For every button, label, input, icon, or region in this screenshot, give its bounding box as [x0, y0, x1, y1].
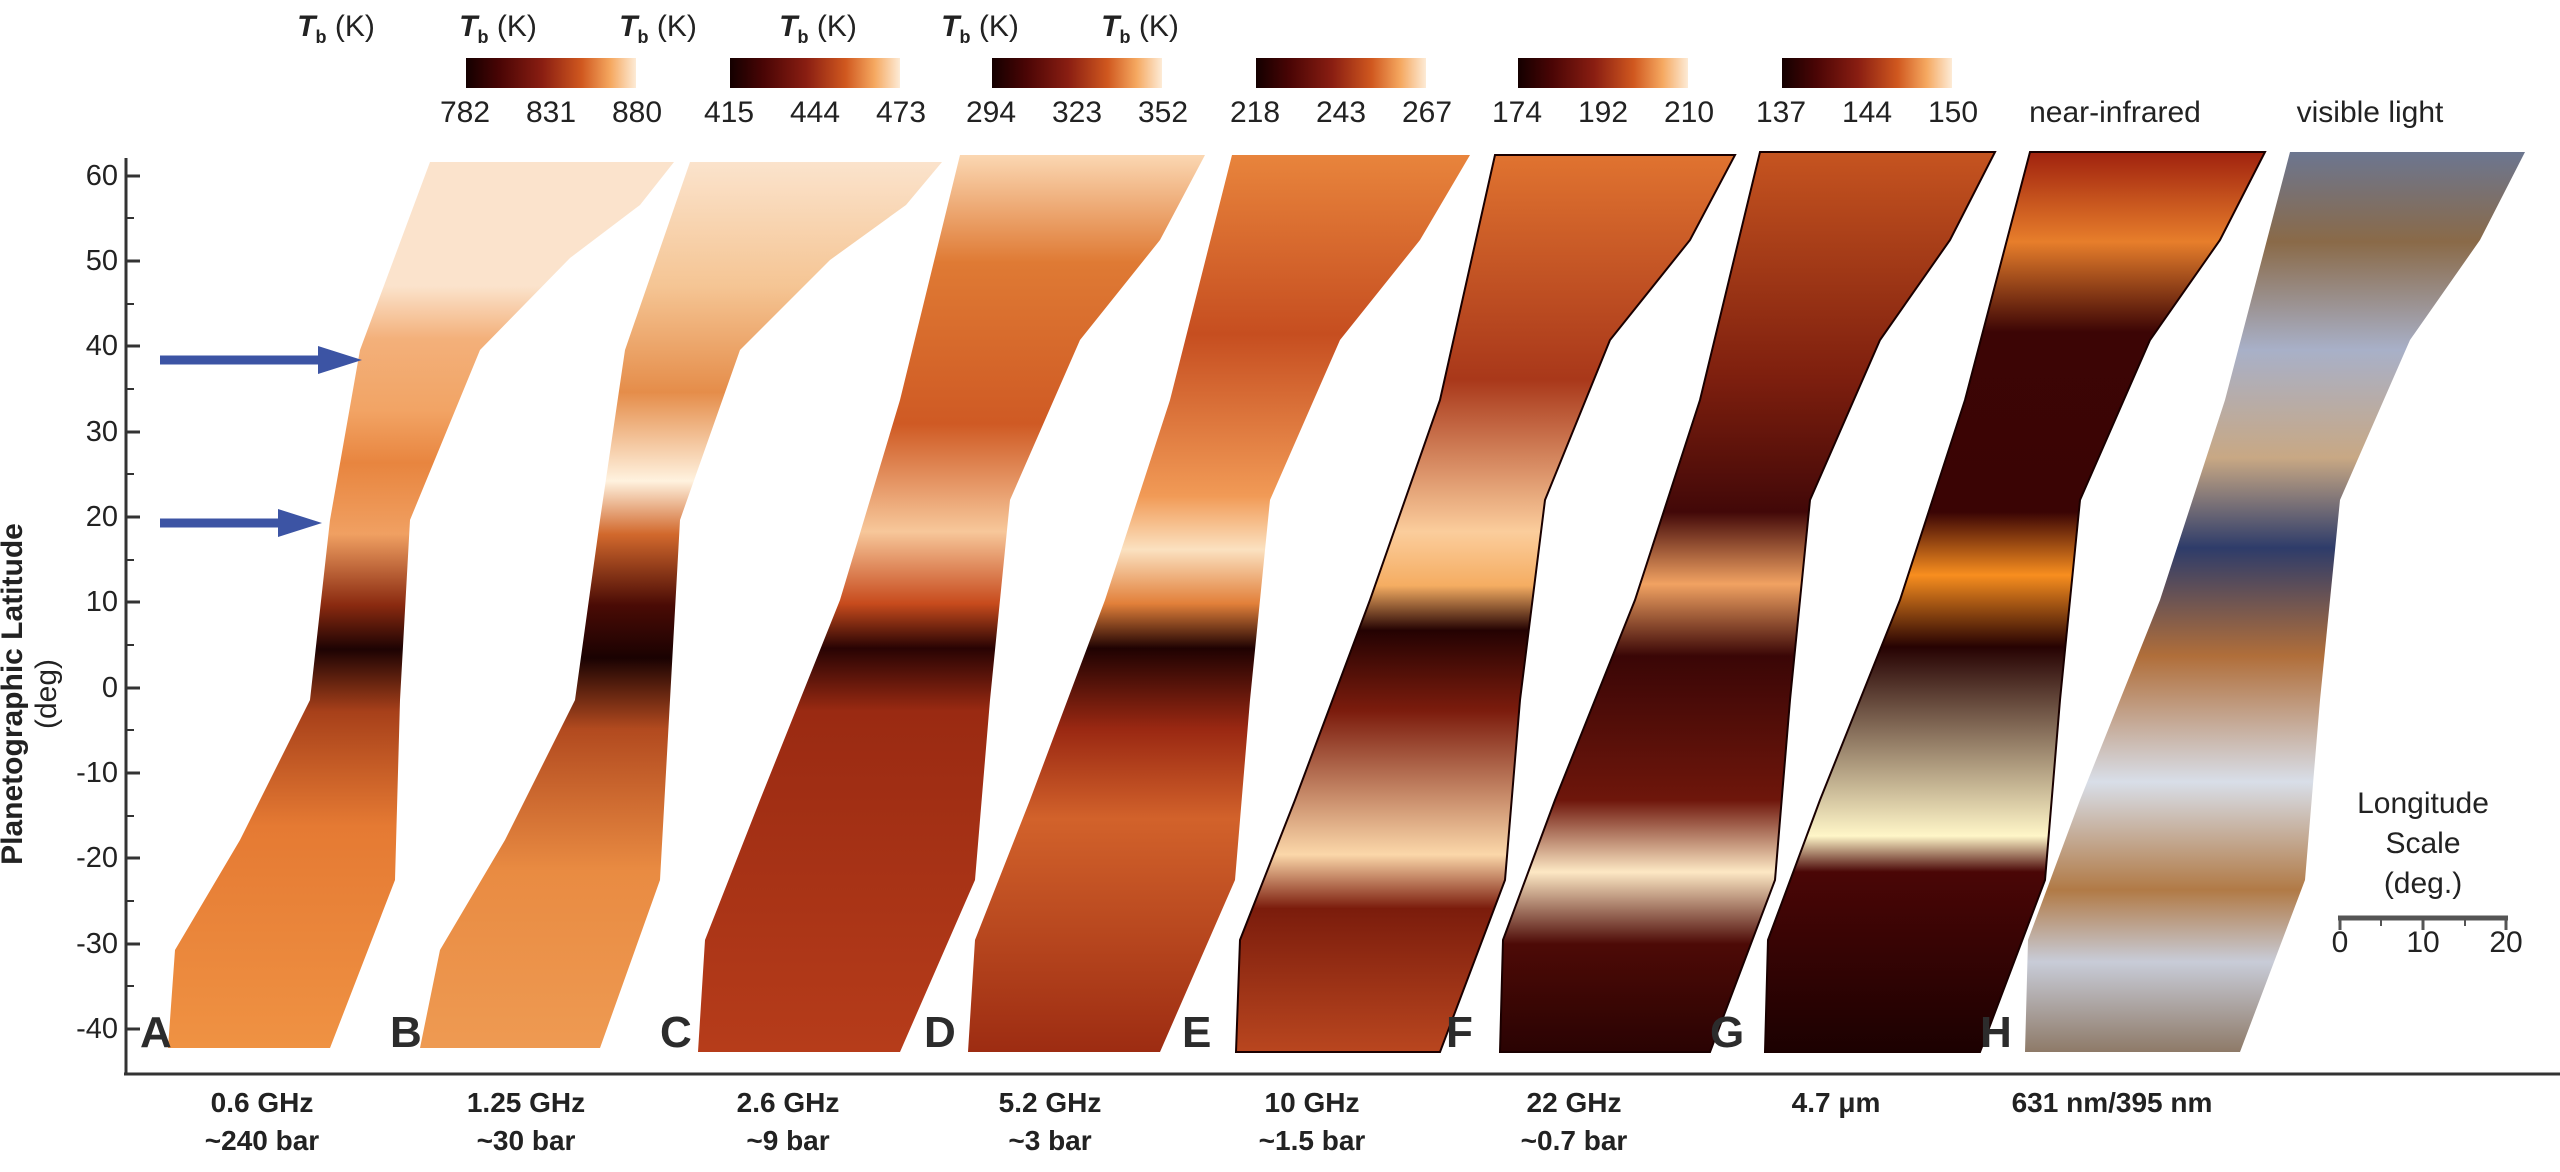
colorbar-tick: 137	[1755, 96, 1807, 129]
y-tick: 10	[85, 586, 118, 618]
strip-d	[968, 155, 1470, 1052]
colorbar-title-e: Tb (K)	[941, 10, 1019, 47]
image-title-near-infrared: near-infrared	[2029, 96, 2201, 129]
strip-a	[168, 162, 674, 1048]
colorbar-tick: 243	[1315, 96, 1367, 129]
strip-b	[420, 162, 942, 1048]
panel-letter: A	[140, 1008, 172, 1057]
colorbar-tick: 150	[1927, 96, 1979, 129]
colorbar-title-c: Tb (K)	[619, 10, 697, 47]
colorbar-title-f: Tb (K)	[1101, 10, 1179, 47]
colorbar-d	[1256, 58, 1426, 88]
panel-caption-c: 2.6 GHz ~9 bar	[736, 1087, 840, 1156]
colorbar-b	[730, 58, 900, 88]
strip-g	[1763, 151, 2267, 1053]
panel-caption-d: 5.2 GHz ~3 bar	[998, 1087, 1102, 1156]
colorbar-tick: 192	[1577, 96, 1629, 129]
colorbar-e	[1518, 58, 1688, 88]
panel-letter: C	[660, 1008, 692, 1057]
strip-e	[1234, 154, 1737, 1053]
panel-letter: G	[1710, 1008, 1745, 1057]
colorbar-tick: 267	[1401, 96, 1453, 129]
panel-caption-e: 10 GHz ~1.5 bar	[1258, 1087, 1366, 1156]
y-tick: 40	[85, 330, 118, 362]
colorbar-tick: 294	[965, 96, 1017, 129]
longitude-scale-tick: 20	[2489, 926, 2523, 959]
colorbar-a	[466, 58, 636, 88]
colorbar-title-d: Tb (K)	[779, 10, 857, 47]
colorbar-tick: 415	[703, 96, 755, 129]
colorbar-tick: 782	[439, 96, 491, 129]
y-tick: 0	[101, 672, 118, 704]
y-tick: -40	[76, 1013, 118, 1045]
panel-letter: H	[1980, 1008, 2012, 1057]
panel-caption-b: 1.25 GHz ~30 bar	[466, 1087, 586, 1156]
panel-caption-g: 4.7 μm	[1791, 1087, 1881, 1118]
arrow-icon	[160, 509, 322, 537]
colorbar-tick: 323	[1051, 96, 1103, 129]
strip-h	[2025, 152, 2525, 1052]
y-axis-label: Planetographic Latitude (deg)	[0, 523, 63, 865]
colorbar-tick: 174	[1491, 96, 1543, 129]
colorbar-tick: 210	[1663, 96, 1715, 129]
panel-caption-f: 22 GHz ~0.7 bar	[1520, 1087, 1628, 1156]
strip-f	[1498, 151, 1997, 1053]
y-tick: 30	[85, 416, 118, 448]
panel-caption-a: 0.6 GHz ~240 bar	[204, 1087, 320, 1156]
y-tick: 60	[85, 160, 118, 192]
y-tick: -10	[76, 757, 118, 789]
colorbar-title-b: Tb (K)	[459, 10, 537, 47]
arrow-icon	[160, 346, 362, 374]
panel-caption-h: 631 nm/395 nm	[2011, 1087, 2213, 1118]
y-tick: 20	[85, 501, 118, 533]
colorbar-tick: 831	[525, 96, 577, 129]
panel-letter: D	[924, 1008, 956, 1057]
colorbar-tick: 144	[1841, 96, 1893, 129]
colorbar-tick: 352	[1137, 96, 1189, 129]
strip-c	[698, 155, 1205, 1052]
y-tick: -30	[76, 928, 118, 960]
colorbar-c	[992, 58, 1162, 88]
longitude-scale-label: Longitude Scale (deg.)	[2357, 787, 2489, 900]
y-tick: -20	[76, 842, 118, 874]
y-tick: 50	[85, 245, 118, 277]
panel-letter: F	[1446, 1008, 1473, 1057]
longitude-scale-tick: 10	[2406, 926, 2440, 959]
colorbar-tick: 444	[789, 96, 841, 129]
image-title-visible-light: visible light	[2296, 96, 2444, 129]
colorbar-tick: 880	[611, 96, 663, 129]
colorbar-tick: 473	[875, 96, 927, 129]
colorbar-tick: 218	[1229, 96, 1281, 129]
panel-letter: B	[390, 1008, 422, 1057]
longitude-scale-tick: 0	[2331, 926, 2349, 959]
colorbar-title-a: Tb (K)	[297, 10, 375, 47]
colorbar-f	[1782, 58, 1952, 88]
panel-letter: E	[1182, 1008, 1212, 1057]
